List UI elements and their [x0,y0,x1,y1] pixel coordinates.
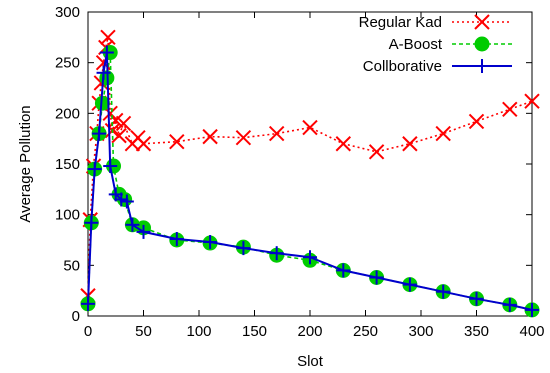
data-point [135,136,152,152]
plot-frame [87,11,533,317]
series-1 [80,45,540,318]
legend-label: Regular Kad [359,14,442,31]
data-point [202,128,218,145]
legend-marker [474,36,490,52]
x-tick-label: 100 [186,323,211,340]
x-tick-label: 300 [408,323,433,340]
data-point [303,250,317,265]
data-point [302,119,318,136]
data-point [236,241,251,256]
data-point [92,126,107,141]
legend-label: Collborative [363,58,442,75]
data-point [402,277,417,292]
data-point [111,127,127,144]
y-tick-label: 250 [55,55,80,72]
x-tick-label: 250 [353,323,378,340]
series-2 [81,45,539,317]
data-point [525,302,539,317]
y-tick-label: 150 [55,156,80,173]
legend-label: A-Boost [389,36,443,53]
data-point [108,112,124,129]
series-group [80,29,540,318]
series-line [87,37,533,296]
y-tick-label: 50 [63,257,80,274]
data-point [125,217,140,232]
data-point [203,235,218,250]
data-point [369,270,384,285]
data-point [136,224,151,239]
data-point [81,296,95,311]
y-tick-label: 200 [55,105,80,122]
data-point [169,231,184,246]
data-point [469,291,484,306]
y-tick-label: 100 [55,207,80,224]
x-axis-label: Slot [297,353,324,370]
x-tick-label: 200 [297,323,322,340]
data-point [335,136,352,152]
data-point [96,65,111,80]
data-point [99,45,114,60]
data-point [100,29,116,46]
x-tick-label: 350 [464,323,489,340]
x-tick-label: 50 [135,323,152,340]
data-point [235,129,252,146]
data-point [169,133,185,150]
x-tick-label: 400 [519,323,544,340]
series-line [87,52,533,311]
x-tick-label: 0 [84,323,92,340]
data-point [502,297,517,312]
data-point [524,93,540,109]
data-point [119,194,134,209]
data-point [269,246,284,261]
legend: Regular Kad A-Boost Collborative [359,14,512,75]
x-tick-label: 150 [242,323,267,340]
y-tick-label: 0 [72,308,80,325]
y-tick-label: 300 [55,4,80,21]
data-point [402,136,418,152]
data-point [468,113,485,130]
data-point [268,125,285,142]
data-point [84,215,99,230]
data-point [368,144,385,160]
legend-marker [475,59,489,73]
legend-marker [474,14,490,30]
data-point [435,125,451,142]
data-point [87,162,102,177]
y-axis-label: Average Pollution [17,105,34,222]
data-point [103,159,118,174]
data-point [115,115,132,132]
data-point [436,284,451,299]
axis-ticks: 0 50 100 150 200 250 300 350 400 0 50 100 150 200 250 3… [55,4,545,340]
series-line [87,52,533,311]
data-point [336,263,351,278]
data-point [502,101,518,117]
